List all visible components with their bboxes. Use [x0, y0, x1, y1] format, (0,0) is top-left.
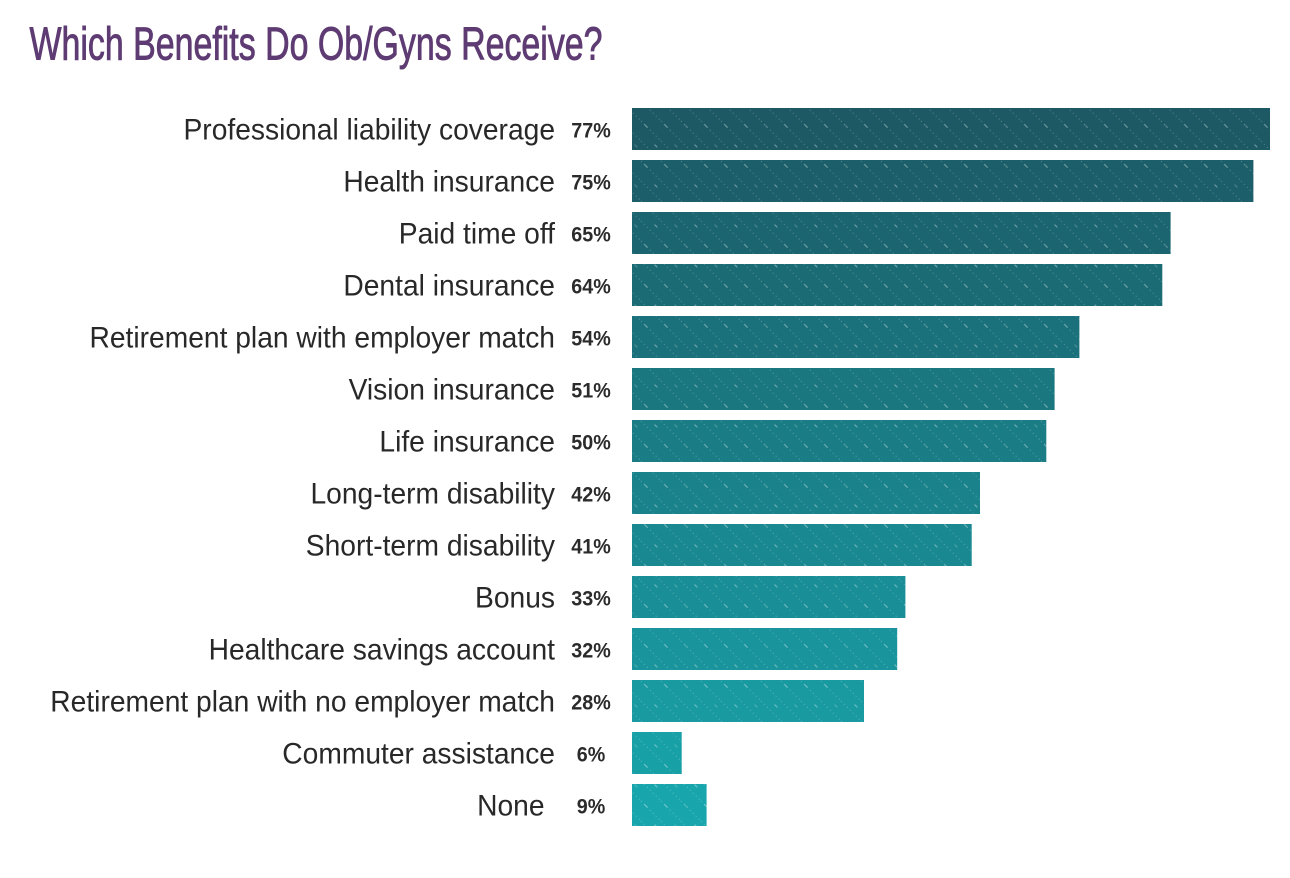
- svg-text:Retirement plan with no employ: Retirement plan with no employer match: [50, 686, 555, 719]
- svg-text:Healthcare savings account: Healthcare savings account: [209, 634, 556, 667]
- svg-text:32%: 32%: [571, 640, 611, 663]
- svg-text:Which Benefits Do Ob/Gyns Rece: Which Benefits Do Ob/Gyns Receive?: [30, 18, 603, 70]
- svg-text:33%: 33%: [571, 588, 611, 611]
- svg-text:Short-term disability: Short-term disability: [306, 530, 555, 563]
- svg-text:75%: 75%: [571, 172, 611, 195]
- svg-text:50%: 50%: [571, 432, 611, 455]
- svg-text:Life insurance: Life insurance: [379, 426, 555, 459]
- svg-text:Commuter assistance: Commuter assistance: [282, 738, 555, 771]
- svg-text:9%: 9%: [577, 796, 606, 819]
- svg-text:54%: 54%: [571, 328, 611, 351]
- svg-text:51%: 51%: [571, 380, 611, 403]
- svg-text:None: None: [477, 790, 544, 823]
- svg-text:77%: 77%: [571, 120, 611, 143]
- svg-text:Dental insurance: Dental insurance: [343, 270, 555, 303]
- svg-text:65%: 65%: [571, 224, 611, 247]
- svg-text:Professional liability coverag: Professional liability coverage: [184, 114, 556, 147]
- svg-text:42%: 42%: [571, 484, 611, 507]
- svg-text:Retirement plan with employer: Retirement plan with employer match: [90, 322, 556, 355]
- svg-text:Bonus: Bonus: [475, 582, 555, 615]
- svg-text:41%: 41%: [571, 536, 611, 559]
- svg-text:Health insurance: Health insurance: [343, 166, 555, 199]
- svg-text:Paid time off: Paid time off: [399, 218, 556, 251]
- svg-text:Long-term disability: Long-term disability: [311, 478, 556, 511]
- svg-text:6%: 6%: [577, 744, 606, 767]
- svg-text:Vision insurance: Vision insurance: [349, 374, 555, 407]
- svg-text:64%: 64%: [571, 276, 611, 299]
- svg-text:28%: 28%: [571, 692, 611, 715]
